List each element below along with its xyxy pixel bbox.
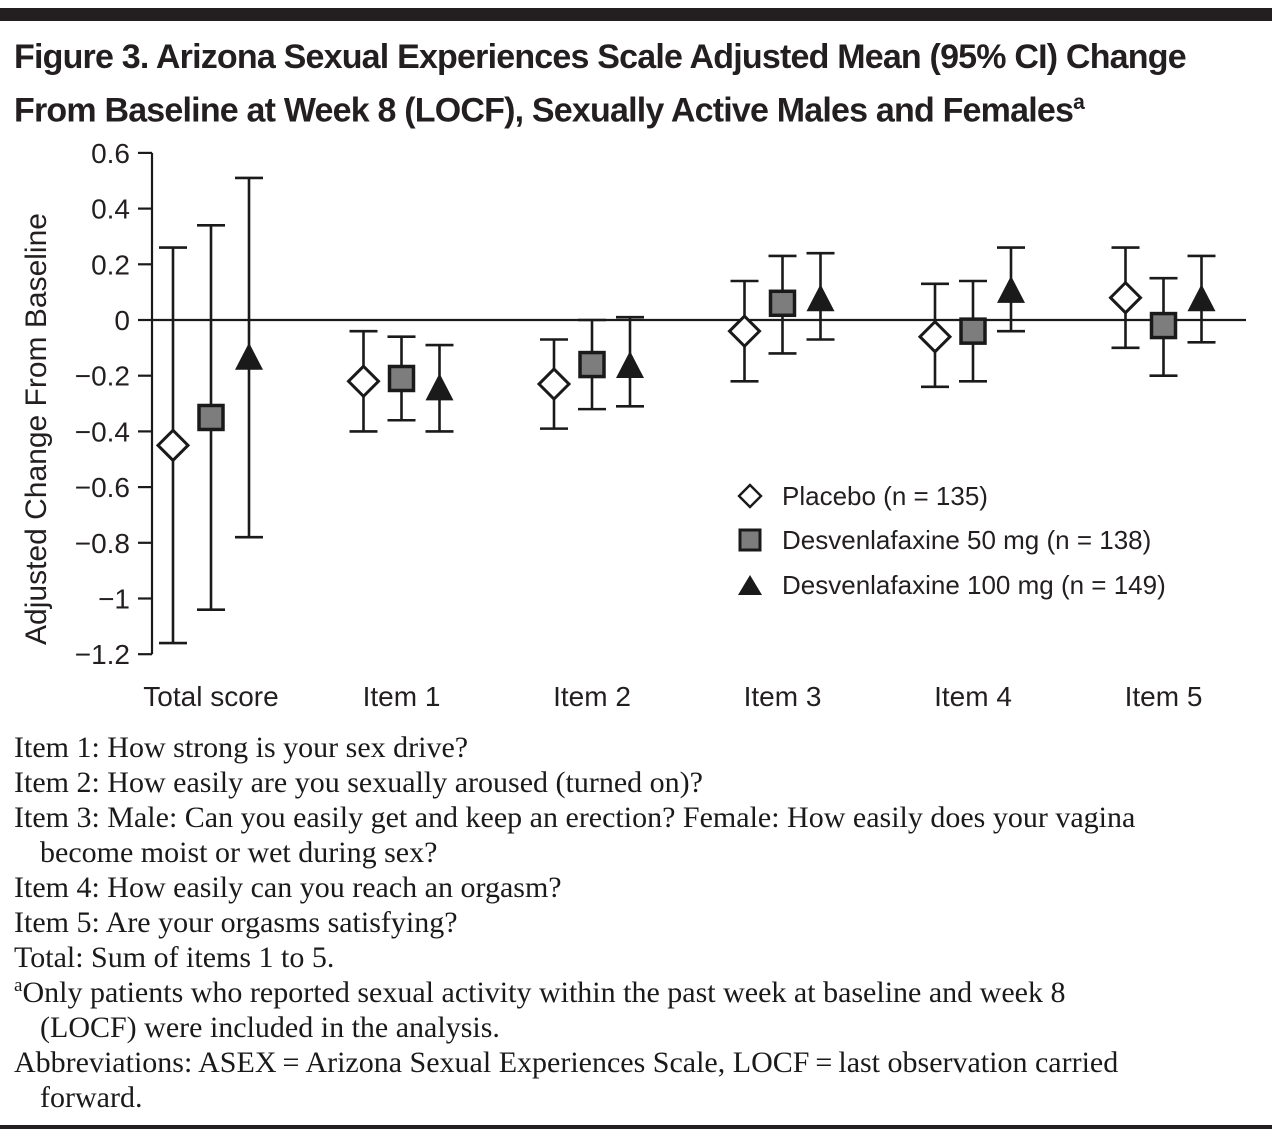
marker-gray-square (738, 528, 762, 552)
footnote-line: Item 1: How strong is your sex drive? (14, 731, 469, 765)
marker-gray-square (197, 404, 225, 432)
marker-black-triangle (806, 284, 835, 312)
footnote-line: Item 4: How easily can you reach an orga… (14, 871, 562, 905)
footnote-line: Item 5: Are your orgasms satisfying? (14, 906, 458, 940)
y-tick-label: 0.4 (91, 194, 130, 225)
footnote-line: Item 2: How easily are you sexually arou… (14, 766, 703, 800)
marker-gray-square (959, 317, 987, 346)
y-tick-label: −0.2 (75, 361, 130, 392)
marker-black-triangle (738, 575, 762, 596)
footnotes: Item 1: How strong is your sex drive? Ite… (14, 730, 1272, 1115)
marker-black-triangle (425, 373, 454, 401)
marker-open-diamond (727, 314, 762, 349)
marker-black-triangle (997, 276, 1025, 304)
legend-label: Desvenlafaxine 50 mg (n = 138) (782, 525, 1151, 555)
marker-open-diamond (917, 319, 953, 355)
marker-open-diamond (346, 364, 381, 399)
y-tick-label: 0.2 (91, 250, 130, 281)
bottom-rule (0, 1125, 1272, 1130)
y-tick-label: −1.2 (75, 640, 130, 671)
footnote-line: (LOCF) were included in the analysis. (40, 1011, 500, 1045)
y-tick-label: −0.6 (75, 472, 130, 503)
marker-gray-square (1149, 312, 1178, 340)
marker-open-diamond (155, 428, 191, 463)
legend-label: Desvenlafaxine 100 mg (n = 149) (782, 570, 1166, 600)
y-tick-label: 0 (114, 305, 130, 336)
marker-gray-square (578, 351, 606, 379)
figure-title-line2: From Baseline at Week 8 (LOCF), Sexually… (14, 91, 1074, 130)
marker-gray-square (387, 365, 416, 393)
x-category-label: Item 2 (553, 681, 631, 712)
y-tick-label: −1 (98, 584, 130, 615)
footnote-line: Item 3: Male: Can you easily get and kee… (14, 801, 1136, 835)
footnote-line: Total: Sum of items 1 to 5. (14, 941, 335, 975)
x-category-label: Item 1 (363, 681, 441, 712)
y-tick-label: 0.6 (91, 139, 130, 169)
figure-title: Figure 3. Arizona Sexual Experiences Sca… (14, 35, 1256, 133)
marker-open-diamond (536, 367, 572, 402)
footnote-line: become moist or wet during sex? (40, 836, 438, 870)
footnote-line: forward. (40, 1081, 143, 1115)
marker-open-diamond (1108, 280, 1143, 316)
figure-page: Figure 3. Arizona Sexual Experiences Sca… (0, 8, 1272, 1130)
marker-black-triangle (235, 343, 263, 371)
figure-title-superscript: a (1073, 91, 1085, 114)
footnote-line: aOnly patients who reported sexual activ… (14, 975, 1066, 1010)
figure-title-line1: Figure 3. Arizona Sexual Experiences Sca… (14, 38, 1187, 76)
marker-black-triangle (616, 351, 644, 379)
x-category-label: Item 5 (1125, 681, 1203, 712)
x-category-label: Item 4 (934, 681, 1012, 712)
marker-black-triangle (1187, 284, 1216, 312)
x-category-label: Total score (143, 681, 278, 712)
y-tick-label: −0.8 (75, 528, 130, 559)
footnote-line: Abbreviations: ASEX = Arizona Sexual Exp… (14, 1046, 1119, 1080)
x-category-label: Item 3 (744, 681, 822, 712)
footnote-superscript: a (14, 975, 23, 997)
top-rule (0, 8, 1272, 21)
y-tick-label: −0.4 (75, 417, 130, 448)
marker-gray-square (768, 289, 797, 318)
legend-label: Placebo (n = 135) (782, 481, 988, 511)
y-axis-label: Adjusted Change From Baseline (20, 213, 53, 645)
marker-open-diamond (737, 483, 763, 510)
chart: 0.6 0.4 0.2 0 −0.2 −0.4 −0.6 −0.8 −1 −1.2 Adjusted… (20, 139, 1246, 712)
